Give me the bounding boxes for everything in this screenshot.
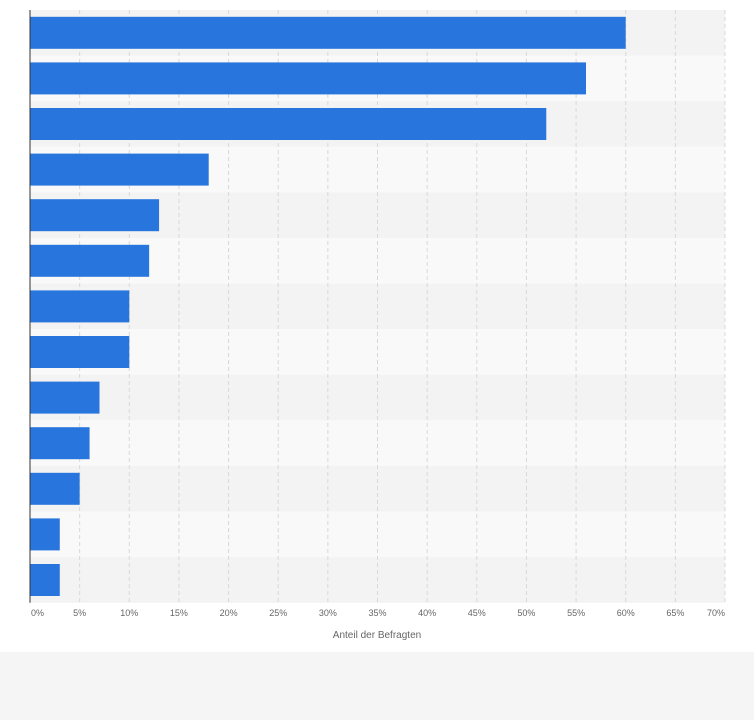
x-tick-label: 20%: [220, 608, 238, 618]
x-tick-label: 55%: [567, 608, 585, 618]
x-tick-label: 0%: [31, 608, 44, 618]
x-tick-label: 5%: [73, 608, 86, 618]
bar: [30, 199, 160, 232]
x-tick-label: 30%: [319, 608, 337, 618]
bar: [30, 381, 100, 414]
x-tick-label: 10%: [120, 608, 138, 618]
x-tick-label: 45%: [468, 608, 486, 618]
x-axis-title: Anteil der Befragten: [333, 630, 421, 641]
x-tick-label: 50%: [517, 608, 535, 618]
bar: [30, 427, 90, 460]
bar: [30, 336, 130, 368]
x-tick-label: 65%: [666, 608, 684, 618]
bar: [30, 108, 547, 140]
x-tick-label: 35%: [368, 608, 386, 618]
bar: [30, 564, 60, 596]
bar: [30, 290, 130, 323]
x-tick-label: 40%: [418, 608, 436, 618]
bar: [30, 153, 209, 186]
x-tick-labels: 0% 5% 10% 15% 20% 25% 30% 35% 40% 45% 50% 55% 60% 65%…: [31, 608, 725, 618]
x-tick-label: 70%: [707, 608, 725, 618]
x-tick-label: 25%: [269, 608, 287, 618]
bar: [30, 16, 626, 49]
chart-footer: [0, 652, 754, 720]
bar: [30, 472, 80, 505]
bar-chart: 0% 5% 10% 15% 20% 25% 30% 35% 40% 45% 50% 55% 60% 65%…: [29, 10, 726, 641]
bar: [30, 62, 586, 95]
bar: [30, 518, 60, 551]
x-tick-label: 60%: [617, 608, 635, 618]
x-tick-label: 15%: [170, 608, 188, 618]
bar: [30, 244, 150, 277]
bars: [30, 16, 626, 596]
